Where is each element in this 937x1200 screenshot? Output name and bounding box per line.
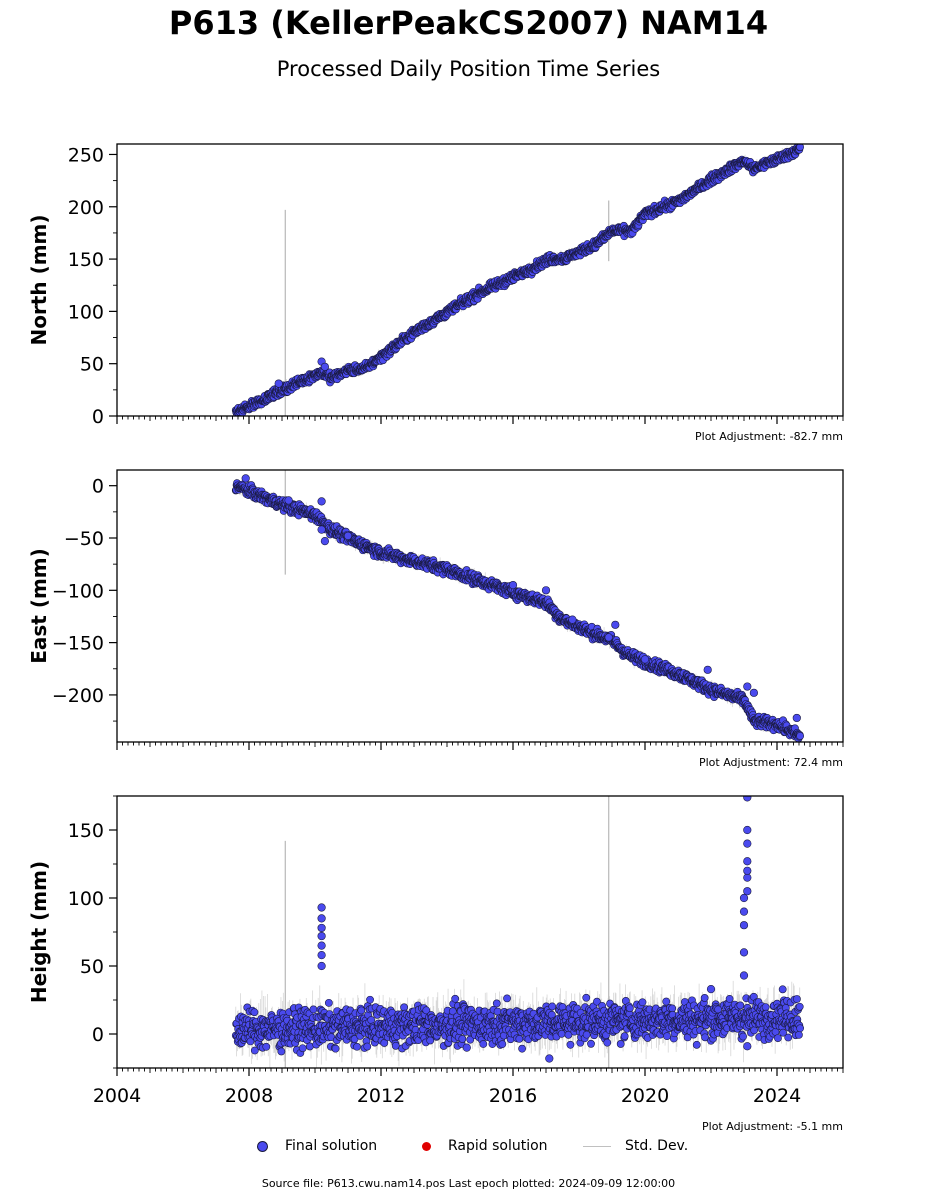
panel-north: 0 50 100 150 200 250 North (mm) Plot Adjustment…: [27, 143, 844, 443]
y-tick-label: −100: [52, 580, 104, 602]
outlier-point: [284, 496, 293, 505]
page-title: P613 (KellerPeakCS2007) NAM14: [168, 4, 769, 42]
plot-adjustment-note: Plot Adjustment: -82.7 mm: [695, 430, 843, 443]
outlier-point: [320, 537, 330, 546]
outlier-point: [274, 379, 283, 388]
outlier-point: [317, 497, 326, 506]
outlier-point: [541, 586, 551, 595]
outlier-point: [343, 531, 353, 541]
y-axis-label: North (mm): [27, 214, 51, 345]
outlier-point: [743, 682, 752, 691]
data-point: [796, 144, 804, 151]
outlier-point: [508, 580, 518, 590]
plot-area-east: [231, 470, 804, 742]
y-tick-label: 0: [92, 406, 104, 428]
outlier-point: [611, 620, 620, 629]
outlier-point: [604, 633, 613, 642]
y-tick-label: 50: [80, 354, 104, 376]
page-subtitle: Processed Daily Position Time Series: [276, 57, 661, 81]
y-tick-label: 200: [68, 197, 104, 219]
plot-area-height: [231, 796, 804, 1068]
outlier-point: [568, 615, 577, 624]
outlier-point: [317, 525, 326, 534]
outlier-point: [749, 688, 759, 697]
outlier-point: [241, 474, 250, 483]
panel-east: −200 −150 −100 −50 0 East (mm) Plot Adjustment…: [27, 469, 844, 769]
y-tick-label: 250: [68, 144, 104, 166]
y-tick-label: −50: [64, 528, 104, 550]
panel-height: 2004 2008 2012 2016 2020 2024050100150Height …: [27, 795, 844, 1133]
outlier-point: [792, 713, 801, 723]
axes-frame: [116, 143, 844, 417]
y-tick-label: −200: [52, 685, 104, 707]
plot-adjustment-note: Plot Adjustment: 72.4 mm: [699, 756, 843, 769]
data-point: [796, 732, 804, 740]
outlier-point: [640, 655, 650, 664]
outlier-point: [703, 665, 712, 674]
plot-area-north: [231, 144, 804, 416]
y-tick-label: −150: [52, 633, 104, 655]
y-axis-label: East (mm): [27, 548, 51, 664]
outlier-point: [320, 362, 330, 371]
y-tick-label: 100: [68, 301, 104, 323]
y-tick-label: 0: [92, 476, 104, 498]
y-tick-label: 150: [68, 249, 104, 271]
